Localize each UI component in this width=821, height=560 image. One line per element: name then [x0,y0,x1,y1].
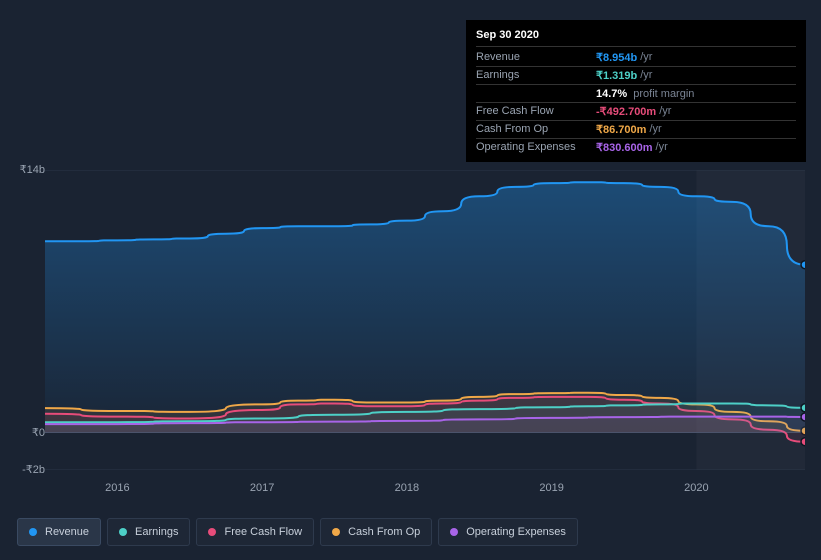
end-marker [801,438,805,446]
tooltip-value: -₹492.700m [596,105,656,118]
end-marker [801,413,805,421]
tooltip-suffix: /yr [659,105,671,118]
tooltip-row: Earnings₹1.319b/yr [476,67,796,85]
tooltip-suffix: /yr [640,51,652,64]
tooltip-suffix: /yr [649,123,661,136]
legend-item-cash-from-op[interactable]: Cash From Op [320,518,432,546]
y-axis-label: ₹14b [5,163,45,176]
legend-item-earnings[interactable]: Earnings [107,518,190,546]
tooltip-suffix: /yr [640,69,652,82]
legend-item-revenue[interactable]: Revenue [17,518,101,546]
x-axis-label: 2019 [539,482,563,494]
tooltip-row: Free Cash Flow-₹492.700m/yr [476,103,796,121]
chart-svg [45,170,805,470]
tooltip-label: Cash From Op [476,123,596,136]
legend-dot [332,528,340,536]
profit-margin-label: profit margin [633,88,694,100]
hover-tooltip: Sep 30 2020 Revenue₹8.954b/yrEarnings₹1.… [466,20,806,162]
legend-label: Earnings [135,526,178,538]
legend-dot [450,528,458,536]
series-area [45,182,805,432]
tooltip-row: Cash From Op₹86.700m/yr [476,121,796,139]
x-axis-label: 2020 [684,482,708,494]
legend-dot [208,528,216,536]
financials-chart[interactable]: ₹14b₹0-₹2b20162017201820192020 [15,150,805,480]
legend-item-free-cash-flow[interactable]: Free Cash Flow [196,518,314,546]
legend-label: Revenue [45,526,89,538]
x-axis-label: 2017 [250,482,274,494]
tooltip-value: ₹8.954b [596,51,637,64]
legend-dot [29,528,37,536]
tooltip-label: Free Cash Flow [476,105,596,118]
x-axis-label: 2016 [105,482,129,494]
end-marker [801,404,805,412]
legend-label: Cash From Op [348,526,420,538]
legend: Revenue Earnings Free Cash Flow Cash From O… [17,518,578,546]
legend-label: Free Cash Flow [224,526,302,538]
x-axis-label: 2018 [395,482,419,494]
legend-dot [119,528,127,536]
tooltip-value: ₹86.700m [596,123,646,136]
tooltip-row: Revenue₹8.954b/yr [476,49,796,67]
legend-item-operating-expenses[interactable]: Operating Expenses [438,518,578,546]
end-marker [801,261,805,269]
y-axis-label: ₹0 [5,426,45,439]
tooltip-label: Earnings [476,69,596,82]
legend-label: Operating Expenses [466,526,566,538]
tooltip-value: ₹1.319b [596,69,637,82]
tooltip-label: Revenue [476,51,596,64]
y-axis-label: -₹2b [5,463,45,476]
profit-margin-value: 14.7% [596,88,627,100]
tooltip-date: Sep 30 2020 [476,26,796,47]
tooltip-margin-row: 14.7% profit margin [476,85,796,103]
